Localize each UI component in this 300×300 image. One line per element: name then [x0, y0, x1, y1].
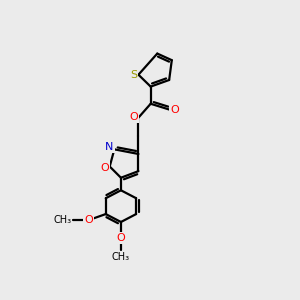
Text: O: O	[100, 163, 109, 172]
Text: CH₃: CH₃	[53, 215, 71, 225]
Text: O: O	[85, 215, 93, 225]
Text: N: N	[105, 142, 114, 152]
Text: CH₃: CH₃	[112, 252, 130, 262]
Text: O: O	[170, 105, 179, 115]
Text: O: O	[117, 233, 125, 243]
Text: O: O	[129, 112, 138, 122]
Text: S: S	[130, 70, 137, 80]
